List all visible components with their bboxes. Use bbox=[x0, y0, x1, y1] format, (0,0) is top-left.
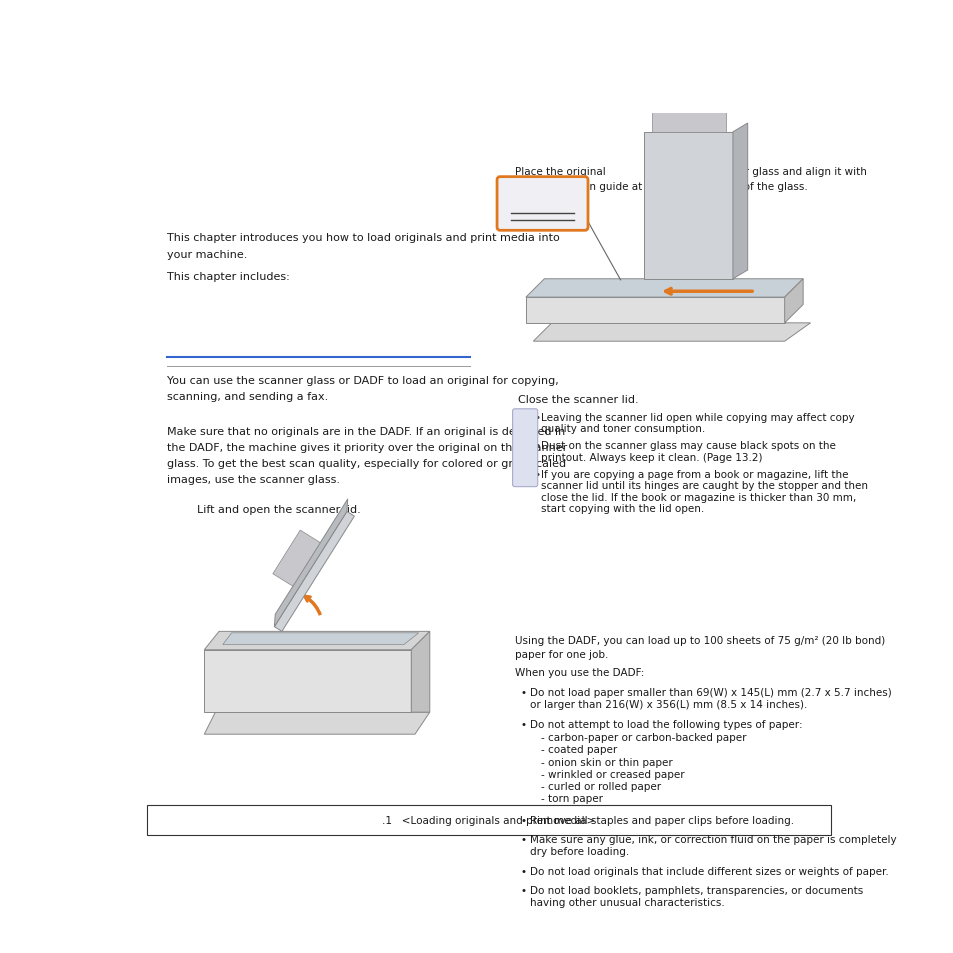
Text: start copying with the lid open.: start copying with the lid open. bbox=[540, 503, 703, 514]
Text: close the lid. If the book or magazine is thicker than 30 mm,: close the lid. If the book or magazine i… bbox=[540, 493, 855, 502]
Text: Make sure any glue, ink, or correction fluid on the paper is completely: Make sure any glue, ink, or correction f… bbox=[529, 834, 895, 844]
Text: Do not attempt to load the following types of paper:: Do not attempt to load the following typ… bbox=[529, 719, 801, 729]
FancyBboxPatch shape bbox=[497, 177, 587, 231]
Text: your machine.: your machine. bbox=[167, 250, 248, 259]
Polygon shape bbox=[274, 512, 354, 632]
Polygon shape bbox=[533, 323, 810, 342]
Text: Do not load paper smaller than 69(W) x 145(L) mm (2.7 x 5.7 inches): Do not load paper smaller than 69(W) x 1… bbox=[529, 687, 890, 698]
Text: - wrinkled or creased paper: - wrinkled or creased paper bbox=[540, 769, 683, 779]
Polygon shape bbox=[274, 499, 347, 627]
Text: paper for one job.: paper for one job. bbox=[515, 649, 608, 659]
Text: •: • bbox=[520, 885, 526, 895]
Text: - carbon-paper or carbon-backed paper: - carbon-paper or carbon-backed paper bbox=[540, 733, 745, 742]
Polygon shape bbox=[273, 531, 320, 587]
Text: This chapter includes:: This chapter includes: bbox=[167, 273, 290, 282]
Text: printout. Always keep it clean. (Page 13.2): printout. Always keep it clean. (Page 13… bbox=[540, 453, 761, 462]
Text: •: • bbox=[520, 815, 526, 824]
Text: images, use the scanner glass.: images, use the scanner glass. bbox=[167, 475, 340, 485]
Text: •: • bbox=[535, 441, 540, 451]
Bar bbox=[147, 805, 830, 835]
Polygon shape bbox=[525, 279, 802, 298]
Text: If you are copying a page from a book or magazine, lift the: If you are copying a page from a book or… bbox=[540, 470, 847, 479]
Text: Remove all staples and paper clips before loading.: Remove all staples and paper clips befor… bbox=[529, 815, 793, 824]
Polygon shape bbox=[204, 713, 429, 735]
Text: scanner lid until its hinges are caught by the stopper and then: scanner lid until its hinges are caught … bbox=[540, 481, 867, 491]
Polygon shape bbox=[222, 633, 418, 645]
Polygon shape bbox=[411, 632, 429, 713]
Text: You can use the scanner glass or DADF to load an original for copying,: You can use the scanner glass or DADF to… bbox=[167, 375, 558, 386]
Text: having other unusual characteristics.: having other unusual characteristics. bbox=[529, 898, 723, 907]
Text: the registration guide at the top left corner of the glass.: the registration guide at the top left c… bbox=[515, 182, 806, 192]
Text: •: • bbox=[520, 865, 526, 876]
Text: Do not load originals that include different sizes or weights of paper.: Do not load originals that include diffe… bbox=[529, 865, 887, 876]
Polygon shape bbox=[204, 650, 411, 713]
Text: •: • bbox=[535, 413, 540, 422]
Text: - coated paper: - coated paper bbox=[540, 744, 617, 755]
Text: •: • bbox=[520, 834, 526, 844]
Text: quality and toner consumption.: quality and toner consumption. bbox=[540, 424, 704, 434]
Polygon shape bbox=[643, 132, 732, 279]
Text: •: • bbox=[535, 470, 540, 479]
Text: This chapter introduces you how to load originals and print media into: This chapter introduces you how to load … bbox=[167, 233, 559, 243]
Polygon shape bbox=[651, 111, 724, 132]
Text: Using the DADF, you can load up to 100 sheets of 75 g/m² (20 lb bond): Using the DADF, you can load up to 100 s… bbox=[515, 636, 884, 645]
Text: Place the original                    on the scanner glass and align it with: Place the original on the scanner glass … bbox=[515, 167, 865, 177]
Text: •: • bbox=[520, 719, 526, 729]
Text: scanning, and sending a fax.: scanning, and sending a fax. bbox=[167, 392, 328, 402]
Text: Close the scanner lid.: Close the scanner lid. bbox=[518, 395, 639, 405]
Text: or larger than 216(W) x 356(L) mm (8.5 x 14 inches).: or larger than 216(W) x 356(L) mm (8.5 x… bbox=[529, 700, 806, 710]
Text: - torn paper: - torn paper bbox=[540, 793, 602, 803]
Text: - curled or rolled paper: - curled or rolled paper bbox=[540, 781, 660, 791]
Polygon shape bbox=[204, 632, 429, 650]
Polygon shape bbox=[783, 279, 802, 323]
Text: the DADF, the machine gives it priority over the original on the scanner: the DADF, the machine gives it priority … bbox=[167, 442, 567, 453]
FancyBboxPatch shape bbox=[512, 410, 537, 487]
Text: Leaving the scanner lid open while copying may affect copy: Leaving the scanner lid open while copyi… bbox=[540, 413, 853, 422]
Text: When you use the DADF:: When you use the DADF: bbox=[515, 668, 643, 678]
Text: glass. To get the best scan quality, especially for colored or gray-scaled: glass. To get the best scan quality, esp… bbox=[167, 458, 566, 469]
Text: Dust on the scanner glass may cause black spots on the: Dust on the scanner glass may cause blac… bbox=[540, 441, 835, 451]
Text: .1   <Loading originals and print media>: .1 <Loading originals and print media> bbox=[382, 815, 595, 825]
Text: Make sure that no originals are in the DADF. If an original is detected in: Make sure that no originals are in the D… bbox=[167, 426, 565, 436]
Text: Do not load booklets, pamphlets, transparencies, or documents: Do not load booklets, pamphlets, transpa… bbox=[529, 885, 862, 895]
Text: - onion skin or thin paper: - onion skin or thin paper bbox=[540, 757, 672, 767]
Text: dry before loading.: dry before loading. bbox=[529, 846, 628, 857]
Text: •: • bbox=[520, 687, 526, 698]
Polygon shape bbox=[525, 298, 783, 323]
Polygon shape bbox=[732, 124, 747, 279]
Text: Lift and open the scanner lid.: Lift and open the scanner lid. bbox=[196, 505, 360, 515]
